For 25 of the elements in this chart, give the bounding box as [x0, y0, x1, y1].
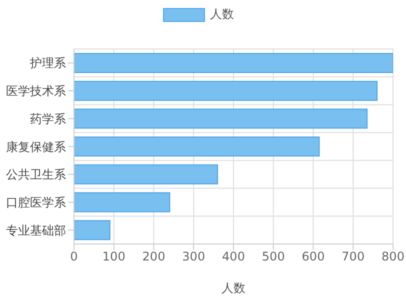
- y-tick-label: 医学技术系: [6, 84, 66, 98]
- x-tick-label: 200: [142, 250, 166, 264]
- bar: [74, 52, 393, 73]
- y-tick-label: 公共卫生系: [6, 168, 66, 182]
- y-tick-label: 护理系: [29, 56, 66, 70]
- x-tick-label: 600: [302, 250, 325, 264]
- x-tick-label: 500: [262, 250, 285, 264]
- x-tick-label: 700: [342, 250, 365, 264]
- y-tick-label: 口腔医学系: [6, 195, 66, 210]
- bar: [74, 136, 320, 157]
- bar: [74, 80, 378, 101]
- y-tick-label: 专业基础部: [6, 223, 66, 238]
- x-tick-label: 400: [222, 250, 245, 264]
- legend-label: 人数: [210, 6, 234, 23]
- bar: [74, 192, 170, 212]
- x-tick-label: 100: [102, 250, 126, 264]
- x-tick-label: 300: [182, 250, 206, 264]
- x-tick-label: 0: [70, 250, 78, 264]
- bar: [74, 220, 110, 240]
- bar: [74, 164, 218, 184]
- x-axis-title: 人数: [222, 281, 246, 295]
- bar: [74, 108, 368, 129]
- y-tick-label: 康复保健系: [6, 140, 66, 154]
- x-tick-label: 800: [382, 250, 404, 264]
- y-tick-label: 药学系: [30, 112, 66, 126]
